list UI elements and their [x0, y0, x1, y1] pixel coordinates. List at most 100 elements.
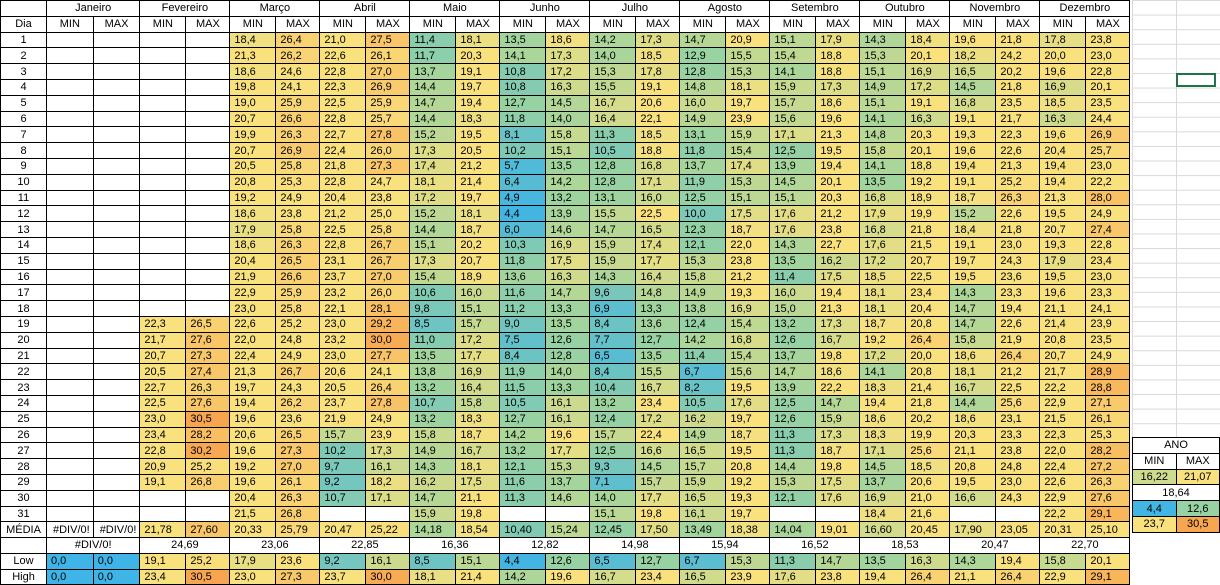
temp-cell[interactable]: 14,8 — [859, 126, 907, 144]
temp-cell[interactable]: 21,4 — [1039, 315, 1087, 333]
temp-cell[interactable]: 22,1 — [319, 300, 367, 317]
low-cell[interactable]: 11,3 — [769, 552, 817, 570]
temp-cell[interactable]: 12,8 — [545, 347, 591, 365]
temp-cell[interactable]: 19,4 — [229, 394, 277, 412]
temp-cell[interactable]: 17,4 — [635, 236, 681, 254]
temp-cell[interactable]: 19,1 — [949, 236, 997, 254]
temp-cell[interactable]: 22,6 — [995, 205, 1041, 223]
low-cell[interactable]: 4,4 — [499, 552, 547, 570]
temp-cell[interactable]: 12,1 — [769, 489, 817, 507]
temp-cell[interactable]: 18,4 — [229, 31, 277, 49]
temp-cell[interactable]: 18,4 — [949, 221, 997, 238]
temp-cell[interactable]: 19,4 — [815, 157, 861, 175]
temp-cell[interactable]: 27,4 — [185, 363, 231, 381]
temp-cell[interactable] — [92, 394, 141, 412]
temp-cell[interactable] — [46, 221, 94, 238]
temp-cell[interactable]: 19,7 — [725, 94, 771, 112]
temp-cell[interactable]: 17,2 — [545, 63, 591, 80]
temp-cell[interactable]: 12,4 — [679, 315, 727, 333]
temp-cell[interactable] — [46, 410, 94, 428]
temp-cell[interactable]: 15,1 — [545, 142, 591, 159]
temp-cell[interactable]: 20,5 — [455, 142, 501, 159]
temp-cell[interactable]: 22,0 — [725, 236, 771, 254]
temp-cell[interactable]: 14,3 — [859, 31, 907, 49]
temp-cell[interactable]: 19,8 — [815, 347, 861, 365]
month-header-3[interactable]: Março — [229, 0, 321, 17]
temp-cell[interactable]: 15,7 — [319, 426, 367, 444]
temp-cell[interactable] — [46, 142, 94, 159]
temp-cell[interactable]: 11,8 — [499, 252, 547, 270]
temp-cell[interactable]: 13,8 — [409, 363, 457, 381]
temp-cell[interactable]: 22,6 — [229, 315, 277, 333]
media-cell[interactable]: 27,60 — [185, 521, 231, 539]
temp-cell[interactable]: 16,5 — [635, 221, 681, 238]
temp-cell[interactable]: 18,8 — [905, 157, 951, 175]
temp-cell[interactable]: 15,9 — [589, 236, 637, 254]
temp-cell[interactable]: 23,8 — [1085, 31, 1131, 49]
temp-cell[interactable] — [139, 110, 187, 128]
high-cell[interactable]: 23,4 — [635, 568, 681, 585]
temp-cell[interactable]: 12,6 — [545, 331, 591, 349]
temp-cell[interactable]: 19,4 — [1039, 157, 1087, 175]
temp-cell[interactable] — [139, 126, 187, 144]
month-header-4[interactable]: Abril — [319, 0, 411, 17]
temp-cell[interactable]: 20,7 — [229, 142, 277, 159]
temp-cell[interactable]: 16,2 — [679, 410, 727, 428]
temp-cell[interactable]: 21,9 — [319, 410, 367, 428]
temp-cell[interactable]: 25,0 — [365, 205, 411, 223]
temp-cell[interactable] — [46, 300, 94, 317]
temp-cell[interactable]: 23,7 — [319, 268, 367, 286]
temp-cell[interactable] — [46, 379, 94, 396]
temp-cell[interactable]: 20,6 — [635, 94, 681, 112]
temp-cell[interactable]: 20,6 — [905, 473, 951, 491]
temp-cell[interactable]: 14,4 — [409, 110, 457, 128]
temp-cell[interactable]: 30,0 — [365, 331, 411, 349]
temp-cell[interactable]: 26,7 — [365, 252, 411, 270]
temp-cell[interactable]: 10,8 — [499, 63, 547, 80]
temp-cell[interactable]: 11,9 — [679, 173, 727, 191]
temp-cell[interactable]: 26,1 — [365, 47, 411, 65]
temp-cell[interactable]: 26,6 — [275, 110, 321, 128]
day-number[interactable]: 16 — [0, 268, 47, 286]
temp-cell[interactable]: 11,0 — [409, 331, 457, 349]
temp-cell[interactable]: 11,8 — [499, 110, 547, 128]
temp-cell[interactable]: 26,3 — [185, 379, 231, 396]
temp-cell[interactable]: 24,3 — [995, 252, 1041, 270]
media-cell[interactable]: 25,10 — [1085, 521, 1131, 539]
temp-cell[interactable]: 15,7 — [679, 458, 727, 475]
temp-cell[interactable]: 20,7 — [905, 252, 951, 270]
temp-cell[interactable]: 11,8 — [679, 142, 727, 159]
temp-cell[interactable]: 7,5 — [499, 331, 547, 349]
temp-cell[interactable]: 22,3 — [995, 126, 1041, 144]
temp-cell[interactable]: 19,5 — [1039, 205, 1087, 223]
temp-cell[interactable]: 14,2 — [679, 331, 727, 349]
temp-cell[interactable]: 12,3 — [679, 221, 727, 238]
temp-cell[interactable]: 14,0 — [589, 47, 637, 65]
temp-cell[interactable]: 27,4 — [1085, 221, 1131, 238]
temp-cell[interactable]: 13,9 — [545, 205, 591, 223]
temp-cell[interactable]: 10,3 — [499, 236, 547, 254]
temp-cell[interactable]: 17,3 — [635, 31, 681, 49]
temp-cell[interactable]: 11,6 — [499, 284, 547, 302]
min-header[interactable]: MIN — [139, 15, 187, 33]
temp-cell[interactable] — [185, 489, 231, 507]
temp-cell[interactable] — [92, 205, 141, 223]
temp-cell[interactable]: 18,7 — [455, 221, 501, 238]
month-header-8[interactable]: Agosto — [679, 0, 771, 17]
temp-cell[interactable]: 26,2 — [275, 47, 321, 65]
temp-cell[interactable]: 18,9 — [905, 189, 951, 207]
media-cell[interactable]: #DIV/0! — [46, 521, 94, 539]
temp-cell[interactable]: 22,5 — [139, 394, 187, 412]
month-avg-cell[interactable]: 15,94 — [679, 537, 771, 554]
temp-cell[interactable]: 10,2 — [319, 442, 367, 460]
temp-cell[interactable]: 15,9 — [409, 505, 457, 523]
temp-cell[interactable]: 14,5 — [859, 458, 907, 475]
temp-cell[interactable]: 27,0 — [365, 63, 411, 80]
temp-cell[interactable] — [92, 300, 141, 317]
temp-cell[interactable]: 15,9 — [589, 252, 637, 270]
temp-cell[interactable]: 19,6 — [1039, 126, 1087, 144]
temp-cell[interactable]: 17,5 — [815, 473, 861, 491]
temp-cell[interactable] — [139, 268, 187, 286]
temp-cell[interactable]: 14,7 — [409, 489, 457, 507]
temp-cell[interactable]: 10,6 — [409, 284, 457, 302]
